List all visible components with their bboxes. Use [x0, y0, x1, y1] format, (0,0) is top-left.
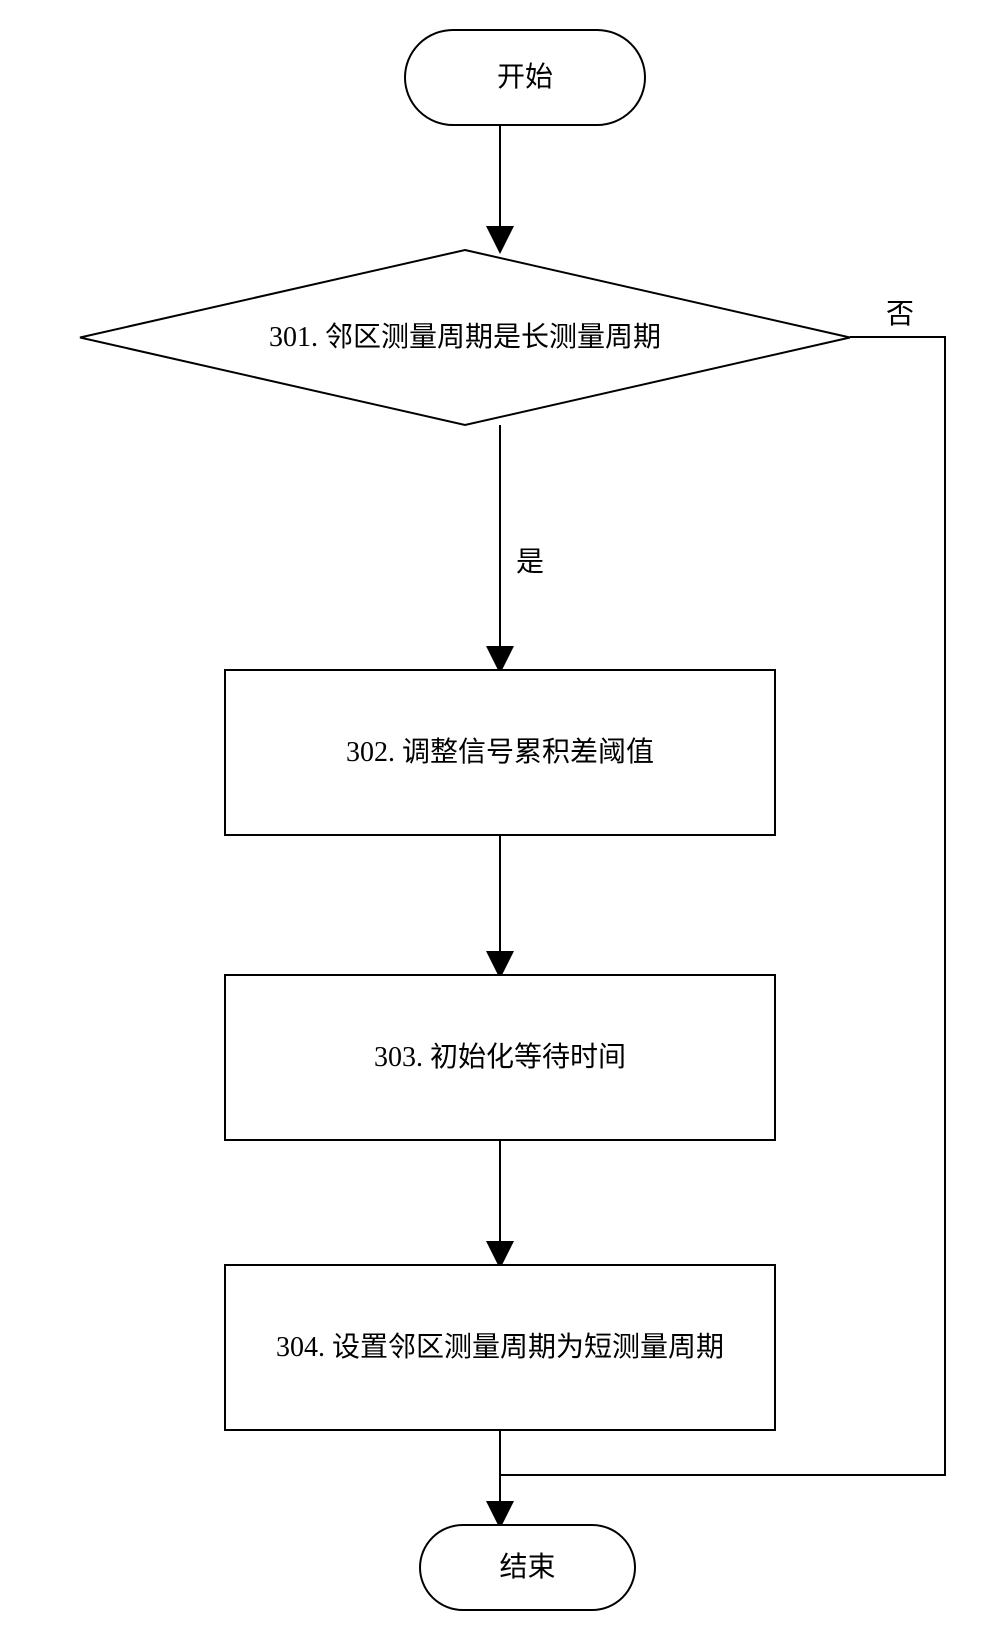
- node-label-start: 开始: [425, 30, 625, 125]
- edge-label-5: 否: [870, 295, 930, 335]
- node-label-process1: 302. 调整信号累积差阈值: [245, 670, 755, 835]
- node-label-decision: 301. 邻区测量周期是长测量周期: [160, 250, 770, 425]
- node-label-process2: 303. 初始化等待时间: [245, 975, 755, 1140]
- node-label-process3: 304. 设置邻区测量周期为短测量周期: [245, 1265, 755, 1430]
- node-label-end: 结束: [440, 1525, 615, 1610]
- edge-label-1: 是: [500, 543, 560, 583]
